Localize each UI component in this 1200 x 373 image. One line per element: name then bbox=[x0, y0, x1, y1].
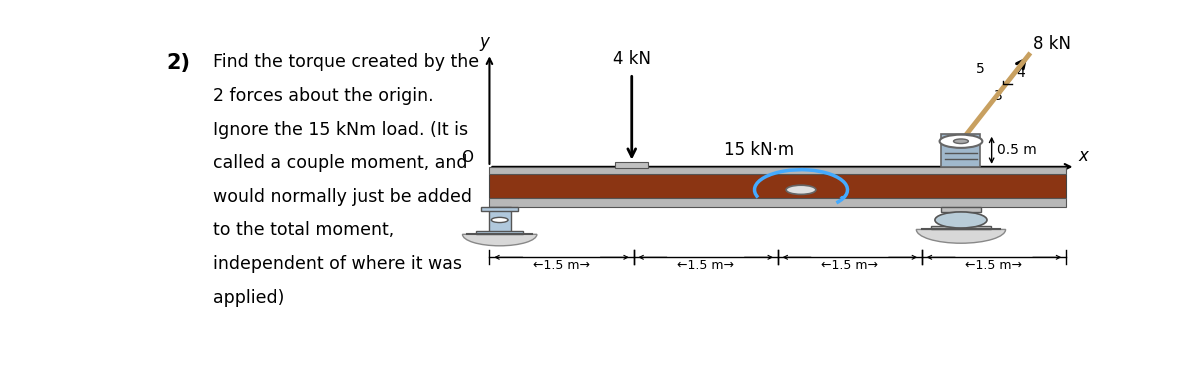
Text: ←1.5 m→: ←1.5 m→ bbox=[533, 259, 590, 272]
Text: ←1.5 m→: ←1.5 m→ bbox=[677, 259, 734, 272]
Text: 15 kN·m: 15 kN·m bbox=[724, 141, 794, 159]
Text: independent of where it was: independent of where it was bbox=[214, 255, 462, 273]
Text: ←1.5 m→: ←1.5 m→ bbox=[966, 259, 1022, 272]
Text: applied): applied) bbox=[214, 289, 284, 307]
Text: x: x bbox=[1078, 147, 1088, 164]
Circle shape bbox=[491, 217, 508, 223]
Text: 3: 3 bbox=[994, 89, 1002, 103]
FancyBboxPatch shape bbox=[481, 207, 518, 211]
Circle shape bbox=[940, 135, 983, 148]
Wedge shape bbox=[462, 234, 536, 246]
Text: 8 kN: 8 kN bbox=[1032, 35, 1070, 53]
Text: to the total moment,: to the total moment, bbox=[214, 222, 395, 239]
Text: Ignore the 15 kNm load. (It is: Ignore the 15 kNm load. (It is bbox=[214, 120, 468, 139]
FancyBboxPatch shape bbox=[476, 231, 523, 234]
FancyBboxPatch shape bbox=[490, 198, 1066, 207]
FancyBboxPatch shape bbox=[941, 207, 982, 212]
FancyBboxPatch shape bbox=[931, 226, 991, 229]
Text: called a couple moment, and: called a couple moment, and bbox=[214, 154, 468, 172]
Text: 2): 2) bbox=[167, 53, 191, 73]
Text: 4 kN: 4 kN bbox=[613, 50, 650, 68]
Text: Find the torque created by the: Find the torque created by the bbox=[214, 53, 479, 71]
FancyBboxPatch shape bbox=[490, 174, 1066, 198]
Circle shape bbox=[935, 212, 986, 228]
Wedge shape bbox=[917, 229, 1006, 243]
Text: y: y bbox=[480, 32, 490, 50]
Text: ←1.5 m→: ←1.5 m→ bbox=[821, 259, 878, 272]
FancyBboxPatch shape bbox=[942, 134, 980, 167]
Text: O: O bbox=[461, 150, 473, 165]
Circle shape bbox=[954, 139, 968, 144]
Text: 0.5 m: 0.5 m bbox=[997, 143, 1037, 157]
Circle shape bbox=[786, 185, 816, 194]
FancyBboxPatch shape bbox=[490, 167, 1066, 174]
Text: 4: 4 bbox=[1016, 66, 1026, 80]
Text: 2 forces about the origin.: 2 forces about the origin. bbox=[214, 87, 434, 105]
Text: 5: 5 bbox=[976, 62, 984, 76]
Text: would normally just be added: would normally just be added bbox=[214, 188, 473, 206]
FancyBboxPatch shape bbox=[616, 162, 648, 168]
FancyBboxPatch shape bbox=[488, 207, 511, 233]
